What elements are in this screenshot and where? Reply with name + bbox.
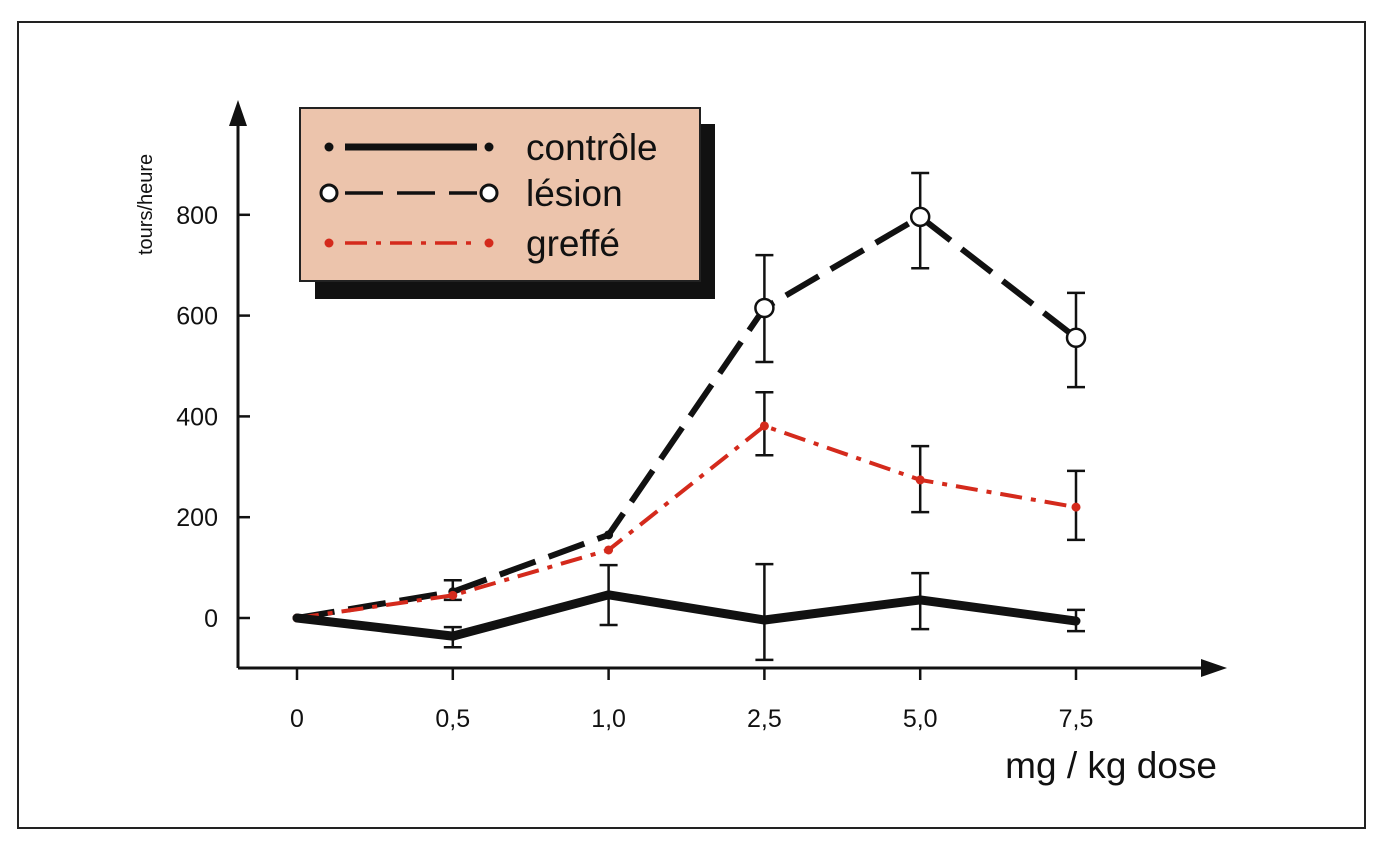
data-point: [1065, 327, 1087, 349]
y-tick-label: 600: [176, 303, 218, 331]
y-tick-label: 400: [176, 403, 218, 431]
x-tick-label: 2,5: [747, 705, 782, 733]
data-point: [915, 595, 925, 605]
series-greffé: [292, 390, 1085, 623]
data-point: [754, 297, 775, 319]
y-tick-label: 800: [176, 202, 218, 230]
legend-marker: [484, 142, 494, 152]
data-point: [292, 613, 302, 623]
y-tick-label: 200: [176, 504, 218, 532]
data-point: [1071, 502, 1081, 512]
legend-marker: [324, 238, 334, 248]
data-point: [448, 631, 458, 641]
data-point: [604, 530, 614, 540]
x-tick-label: 0,5: [435, 705, 470, 733]
data-point: [604, 590, 614, 600]
data-point: [448, 590, 458, 600]
legend-marker: [319, 183, 339, 203]
data-point: [759, 615, 769, 625]
data-point: [909, 206, 931, 228]
series-lésion: [292, 171, 1087, 623]
x-tick-label: 0: [290, 705, 304, 733]
series-line: [296, 213, 1078, 621]
series-line: [296, 590, 1077, 641]
legend-marker: [479, 183, 499, 203]
data-point: [1071, 616, 1081, 626]
axes: 0 200 400 600 800 0 0,5 1,0 2,5 5,0 7,5: [176, 100, 1227, 733]
legend-label: contrôle: [526, 127, 658, 168]
legend-marker: [484, 238, 494, 248]
series-contrôle: [292, 562, 1085, 662]
legend-label: lésion: [526, 173, 623, 214]
legend-label: greffé: [526, 223, 620, 264]
series-line: [296, 423, 1077, 620]
x-tick-label: 1,0: [591, 705, 626, 733]
y-tick-label: 0: [204, 605, 218, 633]
data-point: [915, 475, 925, 485]
chart-frame: [17, 21, 1366, 829]
series-layer: [292, 171, 1087, 662]
y-axis-arrow: [229, 100, 247, 126]
x-axis-label: mg / kg dose: [1005, 745, 1217, 786]
data-point: [604, 545, 614, 555]
legend: contrôle lésion greffé: [299, 107, 715, 299]
data-point: [759, 421, 769, 431]
legend-marker: [324, 142, 334, 152]
x-axis-arrow: [1201, 659, 1227, 677]
x-tick-label: 7,5: [1059, 705, 1094, 733]
x-tick-label: 5,0: [903, 705, 938, 733]
y-axis-label: tours/heure: [135, 154, 157, 255]
